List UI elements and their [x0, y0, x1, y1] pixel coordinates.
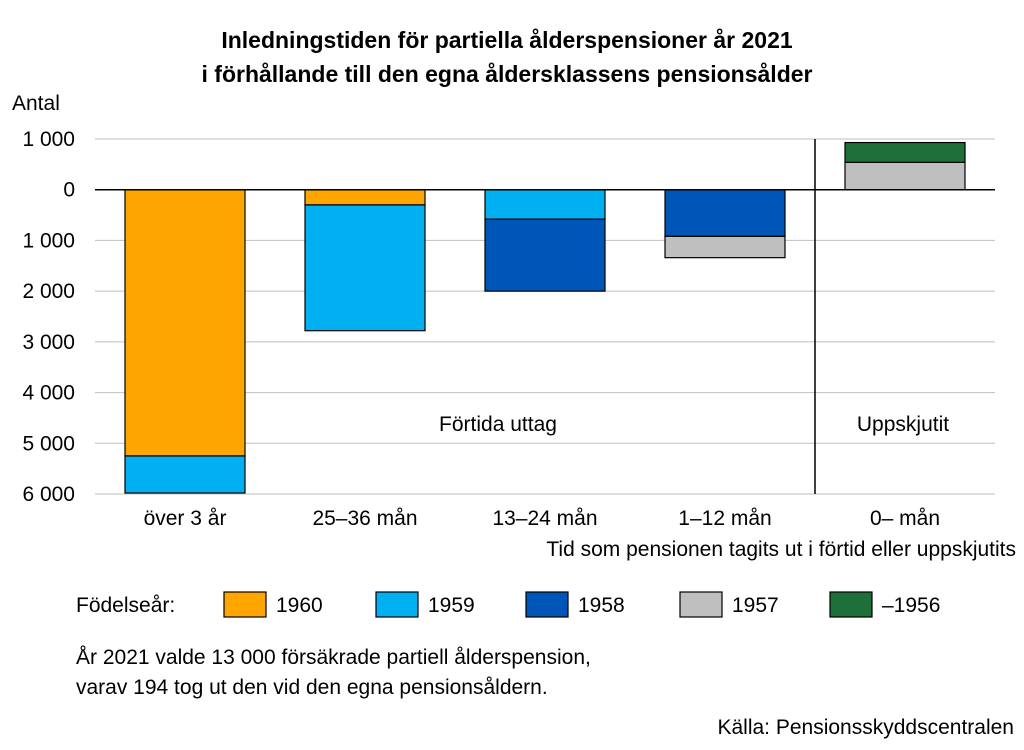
legend-label: 1960 — [276, 594, 323, 617]
x-tick-label: 25–36 mån — [312, 507, 417, 530]
x-tick-labels: över 3 år 25–36 mån 13–24 mån 1–12 mån 0– må… — [144, 507, 940, 530]
y-tick-label: 2 000 — [22, 280, 75, 303]
legend-swatch — [375, 591, 419, 618]
legend-label: 1958 — [578, 594, 625, 617]
y-tick-label: 3 000 — [22, 331, 75, 354]
bar-segment — [304, 189, 426, 206]
y-tick-label: 1 000 — [22, 128, 75, 151]
y-tick-label: 4 000 — [22, 382, 75, 405]
y-axis-label: Antal — [12, 92, 60, 115]
legend-swatch — [525, 591, 569, 618]
legend-swatch — [679, 591, 723, 618]
bar-segment — [304, 204, 426, 332]
bar-segment — [664, 189, 786, 237]
x-tick-label: 1–12 mån — [678, 507, 771, 530]
group-label-uppskjutit: Uppskjutit — [857, 413, 949, 436]
legend-label: 1959 — [428, 594, 475, 617]
y-tick-labels: 1 000 0 1 000 2 000 3 000 4 000 5 000 6 000 — [22, 128, 75, 506]
x-tick-label: över 3 år — [144, 507, 227, 530]
bar-segment — [484, 189, 606, 220]
bar-segment — [664, 235, 786, 259]
y-tick-label: 0 — [63, 179, 75, 202]
bar-segment — [484, 218, 606, 292]
bars — [124, 141, 966, 494]
group-label-fortida: Förtida uttag — [439, 413, 557, 436]
chart-title: Inledningstiden för partiella ålderspens… — [221, 27, 793, 53]
x-axis-label: Tid som pensionen tagits ut i förtid ell… — [546, 538, 1016, 561]
y-tick-label: 5 000 — [22, 432, 75, 455]
bar-segment — [124, 189, 246, 457]
legend-swatch — [223, 591, 267, 618]
chart-subtitle: i förhållande till den egna åldersklasse… — [202, 61, 813, 87]
x-tick-label: 0– mån — [870, 507, 940, 530]
bar-segment — [844, 141, 966, 163]
legend: 1960 1959 1958 1957 –1956 — [223, 591, 940, 618]
note-line-1: År 2021 valde 13 000 försäkrade partiell… — [76, 646, 591, 669]
legend-label: –1956 — [882, 594, 940, 617]
legend-swatch — [829, 591, 873, 618]
y-tick-label: 6 000 — [22, 483, 75, 506]
legend-title: Födelseår: — [76, 594, 175, 617]
legend-label: 1957 — [732, 594, 779, 617]
bar-segment — [844, 161, 966, 191]
x-tick-label: 13–24 mån — [492, 507, 597, 530]
note-line-2: varav 194 tog ut den vid den egna pensio… — [76, 676, 548, 699]
bar-segment — [124, 455, 246, 494]
source-note: Källa: Pensionsskyddscentralen — [717, 716, 1014, 739]
y-tick-label: 1 000 — [22, 229, 75, 252]
